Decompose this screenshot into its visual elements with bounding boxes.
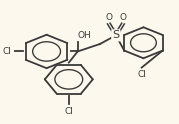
Text: Cl: Cl [64,107,73,116]
Text: Cl: Cl [2,47,11,56]
Text: O: O [120,13,127,22]
Text: O: O [105,13,112,22]
Text: OH: OH [78,31,91,40]
Text: S: S [112,30,119,40]
Text: Cl: Cl [137,70,146,79]
